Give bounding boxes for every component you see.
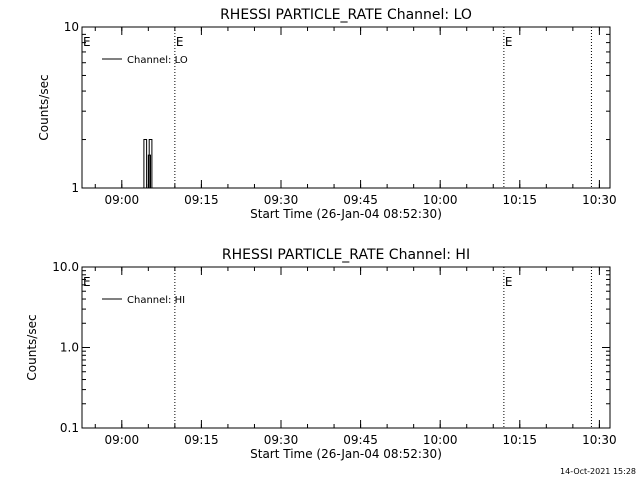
x-axis-label: Start Time (26-Jan-04 08:52:30) bbox=[250, 447, 442, 461]
series-line bbox=[143, 139, 153, 189]
plot-frame bbox=[81, 26, 611, 189]
x-tick-label: 10:15 bbox=[502, 193, 537, 207]
x-tick-label: 10:30 bbox=[582, 433, 617, 447]
x-tick-label: 09:00 bbox=[105, 193, 140, 207]
event-marker-label: E bbox=[176, 35, 184, 49]
legend-label: Channel: HI bbox=[127, 295, 185, 306]
x-tick-label: 09:45 bbox=[343, 433, 378, 447]
x-tick-label: 09:00 bbox=[105, 433, 140, 447]
timestamp-stamp: 14-Oct-2021 15:28 bbox=[560, 467, 636, 476]
x-tick-label: 09:15 bbox=[184, 433, 219, 447]
x-tick-label: 09:30 bbox=[264, 193, 299, 207]
chart-panel: RHESSI PARTICLE_RATE Channel: LO 09:00 09:… bbox=[37, 7, 617, 221]
chart-panel: RHESSI PARTICLE_RATE Channel: HI 09:00 09:… bbox=[25, 247, 617, 461]
event-marker-label: E bbox=[505, 35, 513, 49]
x-tick-label: 10:15 bbox=[502, 433, 537, 447]
legend-label: Channel: LO bbox=[127, 55, 188, 66]
y-tick-label: 0.1 bbox=[60, 421, 79, 435]
y-tick-label: 10 bbox=[64, 20, 79, 34]
edge-marker-label: E bbox=[83, 35, 91, 49]
chart-title: RHESSI PARTICLE_RATE Channel: LO bbox=[220, 7, 472, 23]
x-tick-label: 10:00 bbox=[423, 193, 458, 207]
y-axis-label: Counts/sec bbox=[25, 314, 39, 380]
x-tick-label: 10:30 bbox=[582, 193, 617, 207]
x-tick-label: 09:30 bbox=[264, 433, 299, 447]
x-tick-label: 10:00 bbox=[423, 433, 458, 447]
x-axis-label: Start Time (26-Jan-04 08:52:30) bbox=[250, 207, 442, 221]
x-tick-label: 09:45 bbox=[343, 193, 378, 207]
x-tick-label: 09:15 bbox=[184, 193, 219, 207]
y-axis-label: Counts/sec bbox=[37, 74, 51, 140]
y-tick-label: 10.0 bbox=[52, 260, 79, 274]
chart-title: RHESSI PARTICLE_RATE Channel: HI bbox=[222, 247, 470, 263]
y-tick-label: 1 bbox=[71, 181, 79, 195]
edge-marker-label: E bbox=[83, 275, 91, 289]
panels: RHESSI PARTICLE_RATE Channel: LO 09:00 09:… bbox=[25, 7, 617, 461]
y-tick-label: 1.0 bbox=[60, 341, 79, 355]
event-marker-label: E bbox=[505, 275, 513, 289]
